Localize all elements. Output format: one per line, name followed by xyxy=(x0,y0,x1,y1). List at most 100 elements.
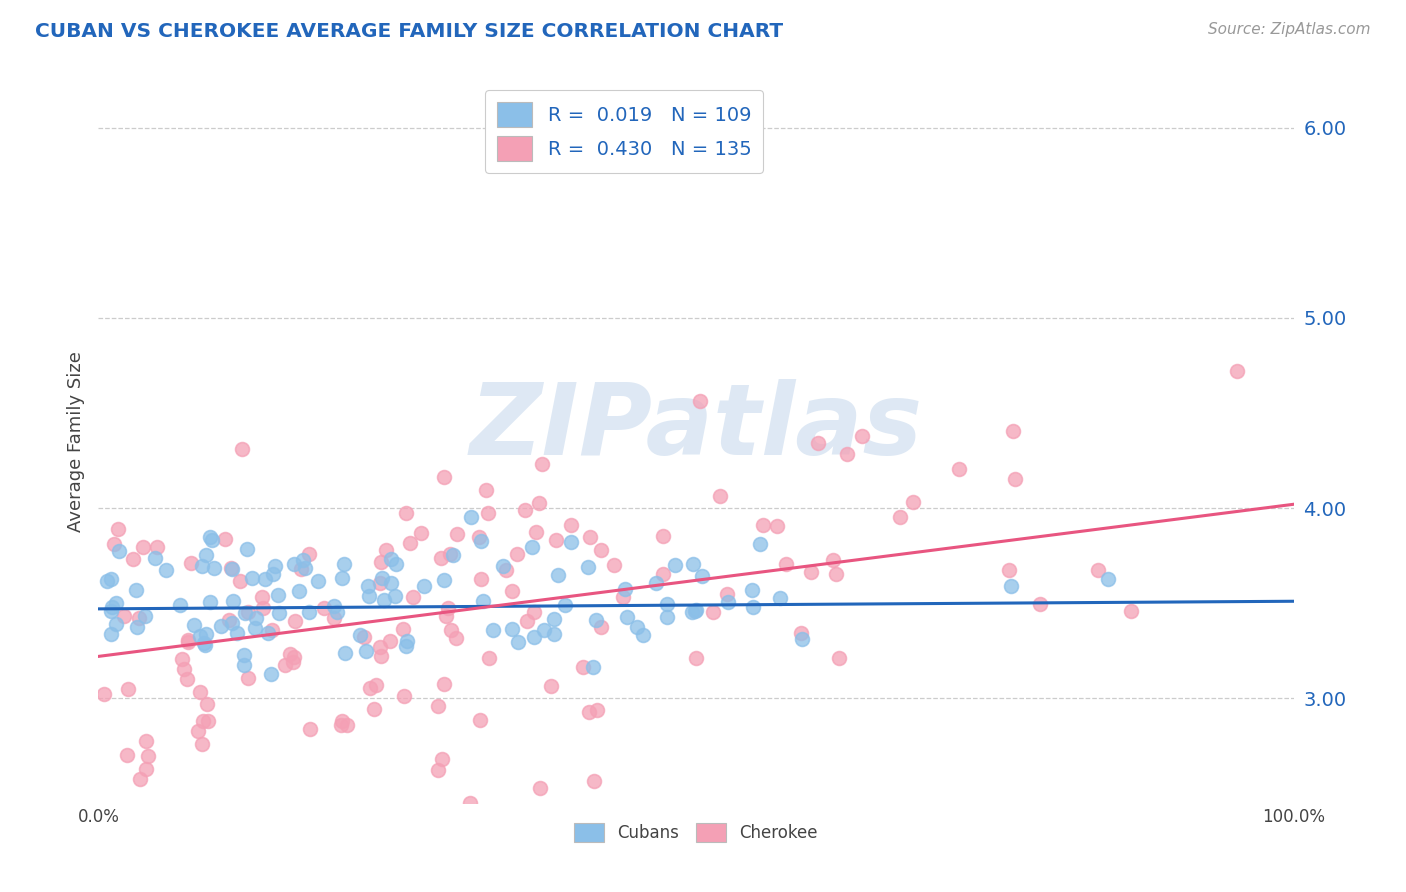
Point xyxy=(330,570,353,584)
Point xyxy=(1004,472,1026,486)
Point xyxy=(368,640,391,654)
Point xyxy=(146,540,169,554)
Point xyxy=(430,551,453,566)
Point xyxy=(411,525,433,540)
Point xyxy=(471,594,494,608)
Point xyxy=(631,628,654,642)
Point xyxy=(501,583,523,598)
Point xyxy=(582,660,605,674)
Point xyxy=(191,737,214,751)
Point xyxy=(188,685,211,699)
Point xyxy=(329,718,352,732)
Point xyxy=(690,569,713,583)
Point xyxy=(441,548,464,562)
Point xyxy=(1000,579,1022,593)
Point xyxy=(427,763,450,777)
Point xyxy=(232,648,254,662)
Point xyxy=(546,533,568,547)
Point xyxy=(226,626,249,640)
Point xyxy=(155,563,177,577)
Point xyxy=(585,613,607,627)
Point xyxy=(652,566,675,581)
Point xyxy=(709,489,731,503)
Point xyxy=(766,518,789,533)
Point xyxy=(100,626,122,640)
Point xyxy=(188,630,211,644)
Point xyxy=(100,604,122,618)
Point xyxy=(560,518,582,533)
Point xyxy=(433,676,456,690)
Point xyxy=(689,394,711,409)
Point xyxy=(1087,563,1109,577)
Point xyxy=(427,698,450,713)
Point xyxy=(333,647,356,661)
Point xyxy=(516,614,538,628)
Point xyxy=(554,598,576,612)
Point xyxy=(254,572,277,586)
Point xyxy=(506,635,529,649)
Point xyxy=(323,610,346,624)
Point xyxy=(901,495,924,509)
Point xyxy=(685,651,707,665)
Point xyxy=(433,470,456,484)
Point xyxy=(998,563,1021,577)
Point xyxy=(835,447,858,461)
Point xyxy=(742,599,765,614)
Point xyxy=(458,797,481,811)
Point xyxy=(533,623,555,637)
Point xyxy=(135,763,157,777)
Point xyxy=(177,633,200,648)
Point xyxy=(191,714,214,728)
Point xyxy=(256,626,278,640)
Point xyxy=(440,624,463,638)
Point xyxy=(307,574,329,589)
Point xyxy=(198,529,221,543)
Point xyxy=(824,566,846,581)
Point xyxy=(591,543,613,558)
Point xyxy=(578,705,600,719)
Point xyxy=(105,596,128,610)
Point xyxy=(717,595,740,609)
Point xyxy=(136,749,159,764)
Point xyxy=(353,630,375,644)
Point xyxy=(194,639,217,653)
Point xyxy=(371,571,394,585)
Point xyxy=(107,522,129,536)
Point xyxy=(290,561,312,575)
Point xyxy=(373,593,395,607)
Point xyxy=(221,562,243,576)
Point xyxy=(651,529,673,543)
Point xyxy=(560,534,582,549)
Point xyxy=(125,620,148,634)
Point xyxy=(298,605,321,619)
Point xyxy=(477,650,499,665)
Point xyxy=(195,548,218,562)
Point xyxy=(177,634,200,648)
Point xyxy=(444,631,467,645)
Point xyxy=(115,748,138,763)
Point xyxy=(291,553,314,567)
Point xyxy=(470,572,492,586)
Point xyxy=(800,565,823,579)
Point xyxy=(252,600,274,615)
Point xyxy=(112,609,135,624)
Point xyxy=(543,612,565,626)
Point xyxy=(752,518,775,533)
Point xyxy=(682,558,704,572)
Point xyxy=(664,558,686,572)
Point xyxy=(399,536,422,550)
Point xyxy=(359,681,381,695)
Point xyxy=(807,435,830,450)
Point xyxy=(240,571,263,585)
Point xyxy=(96,574,118,588)
Point xyxy=(299,722,322,736)
Point xyxy=(294,560,316,574)
Point xyxy=(523,630,546,644)
Point xyxy=(298,547,321,561)
Point xyxy=(233,606,256,620)
Point xyxy=(280,647,302,661)
Point xyxy=(370,555,392,569)
Point xyxy=(603,558,626,572)
Point xyxy=(657,597,679,611)
Point xyxy=(245,611,267,625)
